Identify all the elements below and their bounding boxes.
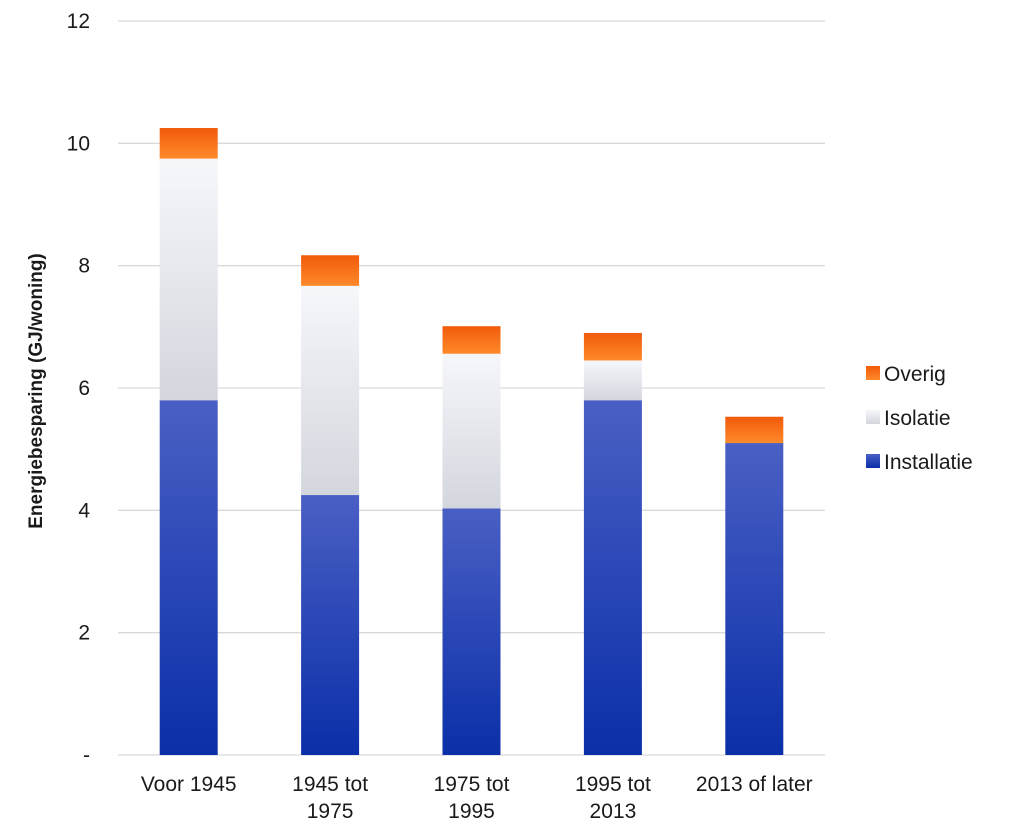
bar-segment-installatie	[725, 443, 784, 755]
y-tick-label: 4	[78, 499, 90, 522]
bar-segment-isolatie	[583, 360, 642, 401]
bar-segment-overig	[442, 326, 501, 354]
legend-swatch-isolatie	[866, 410, 880, 424]
x-tick-label: 1975	[307, 800, 354, 823]
bar-segment-installatie	[583, 400, 642, 755]
bars	[159, 128, 784, 755]
bar-segment-isolatie	[442, 353, 501, 509]
legend-label: Overig	[884, 363, 946, 386]
x-tick-label: Voor 1945	[141, 773, 237, 796]
x-tick-label: 1945 tot	[292, 773, 368, 796]
y-tick-label: 2	[78, 622, 90, 645]
legend-label: Isolatie	[884, 407, 951, 430]
bar-segment-overig	[583, 332, 642, 361]
y-axis-ticks: - 2 4 6 8 10 12	[67, 10, 91, 767]
bar-segment-installatie	[442, 508, 501, 755]
x-tick-label: 1995	[448, 800, 495, 823]
x-tick-label: 1975 tot	[434, 773, 510, 796]
y-tick-label: 6	[78, 377, 90, 400]
x-tick-label: 1995 tot	[575, 773, 651, 796]
bar-segment-overig	[301, 255, 360, 286]
bar-segment-overig	[159, 128, 218, 159]
bar-segment-isolatie	[301, 285, 360, 496]
x-tick-label: 2013	[590, 800, 637, 823]
legend-label: Installatie	[884, 451, 973, 474]
y-tick-label: 10	[67, 132, 90, 155]
bar-segment-isolatie	[159, 158, 218, 401]
legend: Overig Isolatie Installatie	[866, 363, 973, 474]
x-tick-label: 2013 of later	[696, 773, 813, 796]
bar-segment-installatie	[301, 495, 360, 755]
y-tick-label: -	[83, 744, 90, 767]
y-tick-label: 8	[78, 255, 90, 278]
bar-segment-overig	[725, 416, 784, 444]
y-axis-title: Energiebesparing (GJ/woning)	[26, 253, 47, 529]
x-axis-labels: Voor 1945 1945 tot 1975 1975 tot 1995 1995 to…	[141, 773, 813, 823]
legend-swatch-overig	[866, 366, 880, 380]
bar-segment-installatie	[159, 400, 218, 755]
legend-swatch-installatie	[866, 454, 880, 468]
y-tick-label: 12	[67, 10, 90, 33]
